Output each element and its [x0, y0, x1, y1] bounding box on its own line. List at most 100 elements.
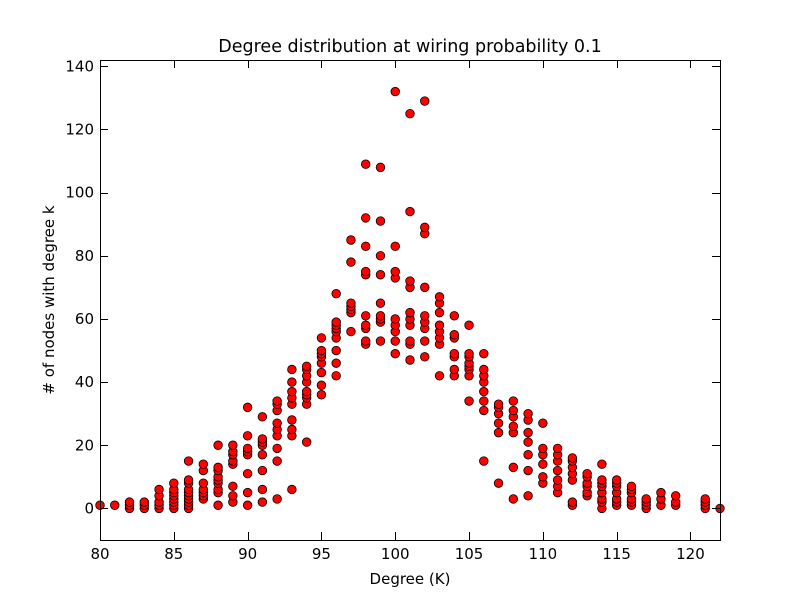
data-point [242, 431, 253, 441]
data-point [523, 427, 533, 438]
data-point [390, 86, 400, 97]
y-tick-label: 140 [65, 57, 94, 75]
data-point [582, 468, 592, 479]
data-point [611, 475, 622, 485]
data-point [567, 497, 578, 507]
data-point [331, 345, 341, 356]
data-point [479, 348, 489, 359]
data-point [405, 307, 415, 318]
chart-title: Degree distribution at wiring probabilit… [218, 37, 601, 57]
data-point [257, 412, 268, 422]
data-point [228, 491, 238, 501]
data-point [198, 459, 209, 469]
data-point [405, 206, 415, 217]
data-point [242, 487, 253, 498]
data-point [301, 361, 312, 372]
data-point [449, 330, 459, 340]
data-point [552, 443, 563, 454]
y-tick-label: 120 [65, 120, 94, 138]
data-point [272, 418, 282, 428]
y-tick-label: 80 [75, 247, 94, 265]
data-point [523, 408, 533, 419]
data-point [449, 364, 459, 375]
data-point [508, 405, 519, 416]
data-point [257, 434, 268, 444]
data-point [375, 298, 386, 308]
data-point [272, 494, 282, 504]
data-point [316, 367, 327, 378]
data-point [420, 282, 430, 293]
data-point [287, 377, 297, 387]
data-point [464, 348, 474, 359]
data-point [346, 298, 356, 308]
data-point [331, 288, 341, 299]
data-point [110, 500, 120, 510]
x-tick-label: 100 [381, 545, 410, 563]
x-tick-label: 90 [238, 545, 257, 563]
data-point [361, 311, 371, 321]
data-point [361, 241, 371, 252]
data-point [405, 336, 415, 346]
data-point [420, 336, 430, 346]
data-point [405, 108, 415, 119]
data-point [287, 415, 297, 425]
data-point [287, 424, 297, 435]
data-point [331, 358, 341, 368]
data-point [375, 162, 386, 173]
data-point [538, 472, 548, 482]
data-point [361, 320, 371, 330]
data-point [493, 418, 504, 428]
data-point [375, 251, 386, 261]
data-point [420, 96, 430, 106]
data-point [656, 487, 666, 498]
data-point [464, 396, 474, 406]
data-point [242, 468, 253, 479]
data-point [228, 440, 238, 450]
data-point [508, 494, 519, 504]
data-point [287, 386, 297, 397]
data-point [154, 484, 164, 495]
data-point [493, 399, 504, 409]
data-point [508, 462, 519, 473]
data-point [272, 443, 282, 454]
data-point [434, 307, 445, 318]
data-point [479, 386, 489, 397]
data-point [242, 500, 253, 510]
x-tick-label: 95 [312, 545, 331, 563]
data-point [390, 241, 400, 252]
data-point [198, 478, 209, 488]
data-point [331, 317, 341, 327]
data-point [641, 494, 651, 504]
x-tick-label: 105 [455, 545, 484, 563]
data-point [228, 481, 238, 492]
data-point [361, 213, 371, 223]
data-point [257, 497, 268, 507]
y-axis-label: # of nodes with degree k [40, 205, 58, 395]
data-point [479, 364, 489, 375]
data-point [420, 222, 430, 233]
data-point [405, 276, 415, 286]
data-point [538, 459, 548, 469]
data-point [523, 491, 533, 501]
data-point [257, 484, 268, 495]
data-point [434, 320, 445, 330]
data-point [538, 418, 548, 428]
y-tick-label: 60 [75, 310, 94, 328]
data-point [493, 427, 504, 438]
data-point [434, 292, 445, 302]
data-point [316, 390, 327, 400]
data-point [523, 465, 533, 476]
data-point [390, 348, 400, 359]
data-point [375, 311, 386, 321]
data-point [257, 450, 268, 460]
data-point [508, 421, 519, 432]
data-point [597, 475, 607, 485]
x-tick-label: 115 [602, 545, 631, 563]
x-axis-label: Degree (K) [370, 570, 451, 588]
data-point [552, 475, 563, 485]
data-point [626, 481, 637, 492]
data-point [390, 336, 400, 346]
data-point [479, 396, 489, 406]
x-tick-label: 85 [164, 545, 183, 563]
